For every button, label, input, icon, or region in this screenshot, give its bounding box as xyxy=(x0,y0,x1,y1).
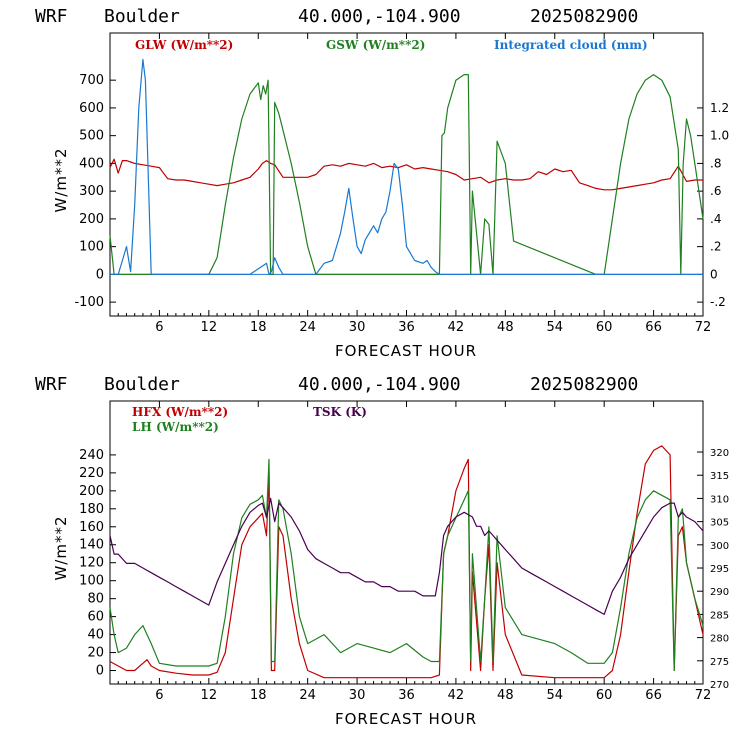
x-tick-label: 54 xyxy=(546,688,563,703)
x-tick-label: 72 xyxy=(695,688,712,703)
series-line-2 xyxy=(109,497,704,615)
chart2-header: WRF Boulder 40.000,-104.900 2025082900 xyxy=(35,374,638,395)
y-right-tick-label: -.2 xyxy=(710,295,726,309)
series-line-1 xyxy=(109,74,704,275)
y-tick-label: 300 xyxy=(79,184,104,199)
y-tick-label: 240 xyxy=(79,448,104,463)
y-right-tick-label: .4 xyxy=(710,212,721,226)
plot-frame xyxy=(109,32,704,317)
y-right-tick-label: .6 xyxy=(710,184,721,198)
chart1-coords: 40.000,-104.900 xyxy=(298,6,461,27)
x-tick-label: 24 xyxy=(299,688,316,703)
chart1-plot: 6 12 18 24 30 36 42 48 54 60 66 72 -100 0 100 200 300 400… xyxy=(74,32,729,335)
y-tick-label: 0 xyxy=(96,267,104,282)
y-right-tick-label: 305 xyxy=(710,518,729,529)
legend-entry-1: LH (W/m**2) xyxy=(132,420,219,434)
series-line-1 xyxy=(109,458,704,672)
y-tick-label: 20 xyxy=(87,646,104,661)
y-right-tick-label: 275 xyxy=(710,657,729,668)
x-tick-label: 60 xyxy=(596,320,613,335)
x-tick-label: 36 xyxy=(398,688,415,703)
chart1-xlabel: FORECAST HOUR xyxy=(335,342,477,360)
y-tick-label: 140 xyxy=(79,538,104,553)
series-line-0 xyxy=(109,158,703,191)
y-tick-label: 100 xyxy=(79,574,104,589)
y-right-tick-label: 320 xyxy=(710,448,729,459)
x-tick-label: 18 xyxy=(250,688,267,703)
chart2-xlabel: FORECAST HOUR xyxy=(335,710,477,728)
chart2-location: Boulder xyxy=(104,374,180,395)
x-tick-label: 36 xyxy=(398,320,415,335)
chart1-header: WRF Boulder 40.000,-104.900 2025082900 xyxy=(35,6,638,27)
x-tick-label: 30 xyxy=(349,688,366,703)
chart1-location: Boulder xyxy=(104,6,180,27)
legend-entry-0: GLW (W/m**2) xyxy=(135,38,233,52)
chart2-coords: 40.000,-104.900 xyxy=(298,374,461,395)
series-line-2 xyxy=(110,58,703,275)
y-right-tick-label: 0 xyxy=(710,267,718,281)
chart1-date: 2025082900 xyxy=(530,6,638,27)
y-right-tick-label: 1.0 xyxy=(710,129,729,143)
y-right-tick-label: 295 xyxy=(710,564,729,575)
y-right-tick-label: 285 xyxy=(710,610,729,621)
y-tick-label: 600 xyxy=(79,101,104,116)
y-tick-label: 180 xyxy=(79,502,104,517)
y-right-tick-label: 280 xyxy=(710,634,729,645)
x-tick-label: 18 xyxy=(250,320,267,335)
y-right-tick-label: 315 xyxy=(710,471,729,482)
x-tick-label: 66 xyxy=(645,320,662,335)
x-tick-label: 66 xyxy=(645,688,662,703)
chart2-model: WRF xyxy=(35,374,68,395)
y-right-tick-label: .8 xyxy=(710,156,721,170)
x-tick-label: 12 xyxy=(201,688,218,703)
y-right-tick-label: 290 xyxy=(710,587,729,598)
x-tick-label: 42 xyxy=(448,320,465,335)
chart2-date: 2025082900 xyxy=(530,374,638,395)
x-tick-label: 6 xyxy=(155,688,163,703)
legend-entry-2: TSK (K) xyxy=(313,405,367,419)
x-tick-label: 72 xyxy=(695,320,712,335)
x-tick-label: 42 xyxy=(448,688,465,703)
y-right-tick-label: 270 xyxy=(710,680,729,691)
chart1-model: WRF xyxy=(35,6,68,27)
y-tick-label: 0 xyxy=(96,664,104,679)
x-tick-label: 6 xyxy=(155,320,163,335)
y-tick-label: 200 xyxy=(79,484,104,499)
x-tick-label: 54 xyxy=(546,320,563,335)
legend-entry-2: Integrated cloud (mm) xyxy=(494,38,648,52)
y-tick-label: 120 xyxy=(79,556,104,571)
legend-entry-1: GSW (W/m**2) xyxy=(326,38,425,52)
y-right-tick-label: 310 xyxy=(710,494,729,505)
y-tick-label: 60 xyxy=(87,610,104,625)
y-tick-label: -100 xyxy=(74,295,104,310)
x-tick-label: 48 xyxy=(497,688,514,703)
chart1-ylabel: W/m**2 xyxy=(52,147,70,212)
y-tick-label: 700 xyxy=(79,73,104,88)
x-tick-label: 30 xyxy=(349,320,366,335)
y-tick-label: 220 xyxy=(79,466,104,481)
y-right-tick-label: 1.2 xyxy=(710,101,729,115)
x-tick-label: 12 xyxy=(201,320,218,335)
y-right-tick-label: 300 xyxy=(710,541,729,552)
x-tick-label: 60 xyxy=(596,688,613,703)
legend-entry-0: HFX (W/m**2) xyxy=(132,405,228,419)
chart2-ylabel: W/m**2 xyxy=(52,515,70,580)
y-right-tick-label: .2 xyxy=(710,240,721,254)
y-tick-label: 500 xyxy=(79,129,104,144)
x-tick-label: 24 xyxy=(299,320,316,335)
y-tick-label: 400 xyxy=(79,156,104,171)
y-tick-label: 40 xyxy=(87,628,104,643)
x-tick-label: 48 xyxy=(497,320,514,335)
y-tick-label: 100 xyxy=(79,240,104,255)
chart2-plot: 6 12 18 24 30 36 42 48 54 60 66 72 0 20 40 60 80 100 120 14… xyxy=(79,400,729,703)
y-tick-label: 160 xyxy=(79,520,104,535)
y-tick-label: 200 xyxy=(79,212,104,227)
y-tick-label: 80 xyxy=(87,592,104,607)
